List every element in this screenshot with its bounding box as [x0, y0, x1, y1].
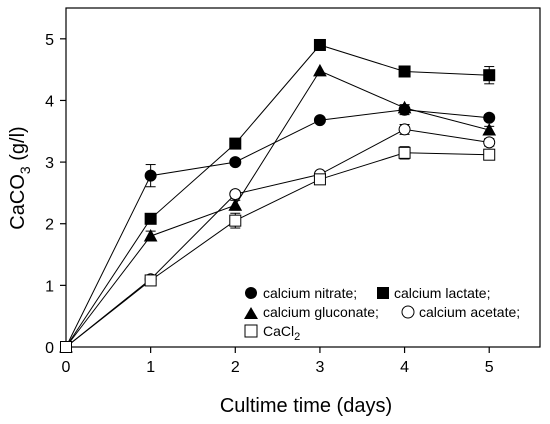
- y-tick-label: 4: [45, 93, 54, 110]
- legend-label-cacl2-subscript: 2: [294, 331, 300, 343]
- data-point-calcium-lactate: [229, 137, 242, 150]
- legend-label-calcium-acetate: calcium acetate;: [419, 304, 520, 320]
- series-calcium-lactate: [65, 44, 490, 348]
- data-point-cacl2: [60, 341, 72, 353]
- data-point-calcium-nitrate: [229, 156, 242, 169]
- legend-label-calcium-nitrate: calcium nitrate;: [263, 285, 357, 301]
- data-point-calcium-acetate: [398, 123, 411, 136]
- data-point-calcium-nitrate: [313, 114, 326, 127]
- legend-label-cacl2: CaCl2: [263, 323, 300, 343]
- data-point-cacl2: [313, 173, 326, 186]
- data-point-calcium-gluconate: [143, 229, 158, 242]
- legend-marker-calcium-lactate: [377, 287, 389, 299]
- data-point-calcium-acetate: [483, 136, 496, 149]
- y-tick-label: 5: [45, 32, 54, 49]
- legend-marker-calcium-acetate: [401, 305, 415, 319]
- x-tick-label: 2: [231, 359, 240, 376]
- x-tick-label: 0: [62, 359, 71, 376]
- x-tick-label: 4: [400, 359, 409, 376]
- x-tick-label: 5: [485, 359, 494, 376]
- data-point-calcium-gluconate: [482, 122, 497, 136]
- x-tick-label: 3: [315, 359, 324, 376]
- legend-label-calcium-lactate: calcium lactate;: [394, 285, 490, 301]
- series-cacl2: [65, 152, 490, 348]
- data-point-calcium-lactate: [483, 69, 496, 82]
- data-point-calcium-lactate: [144, 212, 157, 225]
- data-point-cacl2: [398, 146, 411, 159]
- legend-marker-calcium-gluconate: [244, 307, 258, 319]
- data-point-cacl2: [144, 274, 157, 287]
- data-point-calcium-gluconate: [228, 198, 243, 211]
- data-point-calcium-gluconate: [397, 100, 412, 114]
- series-calcium-gluconate: [65, 70, 490, 348]
- series-calcium-nitrate: [65, 109, 490, 348]
- data-point-calcium-gluconate: [313, 63, 327, 77]
- data-marks: [59, 38, 497, 353]
- series-line-cacl2: [65, 152, 490, 348]
- y-tick-label: 0: [45, 340, 54, 357]
- y-tick-label: 3: [45, 155, 54, 172]
- data-point-calcium-lactate: [313, 38, 326, 51]
- data-point-calcium-nitrate: [144, 169, 157, 182]
- y-tick-label: 2: [45, 217, 54, 234]
- y-axis-title-subscript: 3: [17, 166, 33, 174]
- series-line-calcium-lactate: [65, 44, 490, 348]
- y-tick-label: 1: [45, 278, 54, 295]
- data-point-calcium-nitrate: [483, 111, 496, 124]
- y-axis-title: CaCO3 (g/l): [7, 126, 33, 229]
- legend-marker-cacl2: [244, 324, 258, 338]
- data-point-calcium-acetate: [229, 188, 242, 201]
- axis-ticks: 0 1 2 3 4 5 0 1 2 3 4 5: [45, 32, 494, 376]
- series-line-calcium-nitrate: [65, 109, 490, 348]
- plot-frame: [65, 7, 541, 348]
- x-tick-label: 1: [146, 359, 155, 376]
- x-axis-title: Cultime time (days): [220, 395, 392, 417]
- y-axis-title-tail: (g/l): [7, 126, 29, 166]
- series-line-calcium-gluconate: [65, 70, 490, 348]
- series-points-cacl2: [60, 146, 496, 353]
- legend: calcium nitrate; calcium lactate; calciu…: [244, 285, 520, 343]
- data-point-calcium-lactate: [398, 65, 411, 78]
- plot-area: [65, 7, 541, 348]
- data-point-cacl2: [483, 148, 496, 161]
- legend-label-calcium-gluconate: calcium gluconate;: [263, 304, 379, 320]
- series-line-calcium-acetate: [65, 128, 490, 348]
- data-point-cacl2: [229, 214, 242, 227]
- series-calcium-acetate: [65, 128, 490, 348]
- legend-marker-calcium-nitrate: [245, 287, 257, 299]
